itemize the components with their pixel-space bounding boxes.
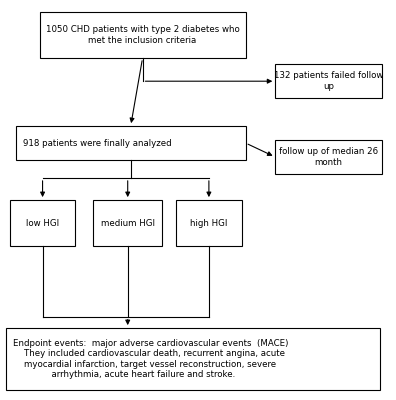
Bar (6, 328, 380, 390)
Bar (10, 200, 75, 246)
Text: 132 patients failed follow
up: 132 patients failed follow up (274, 71, 383, 91)
Text: follow up of median 26
month: follow up of median 26 month (279, 147, 378, 167)
Bar (176, 200, 242, 246)
Text: low HGI: low HGI (26, 218, 59, 228)
Bar (16, 126, 246, 160)
Text: high HGI: high HGI (190, 218, 228, 228)
Bar (40, 12, 246, 58)
Text: medium HGI: medium HGI (101, 218, 155, 228)
Bar (275, 140, 382, 174)
Bar (93, 200, 162, 246)
Text: 918 patients were finally analyzed: 918 patients were finally analyzed (23, 138, 171, 148)
Text: 1050 CHD patients with type 2 diabetes who
met the inclusion criteria: 1050 CHD patients with type 2 diabetes w… (46, 25, 240, 45)
Bar (275, 64, 382, 98)
Text: Endpoint events:  major adverse cardiovascular events  (MACE)
    They included : Endpoint events: major adverse cardiovas… (13, 339, 288, 379)
